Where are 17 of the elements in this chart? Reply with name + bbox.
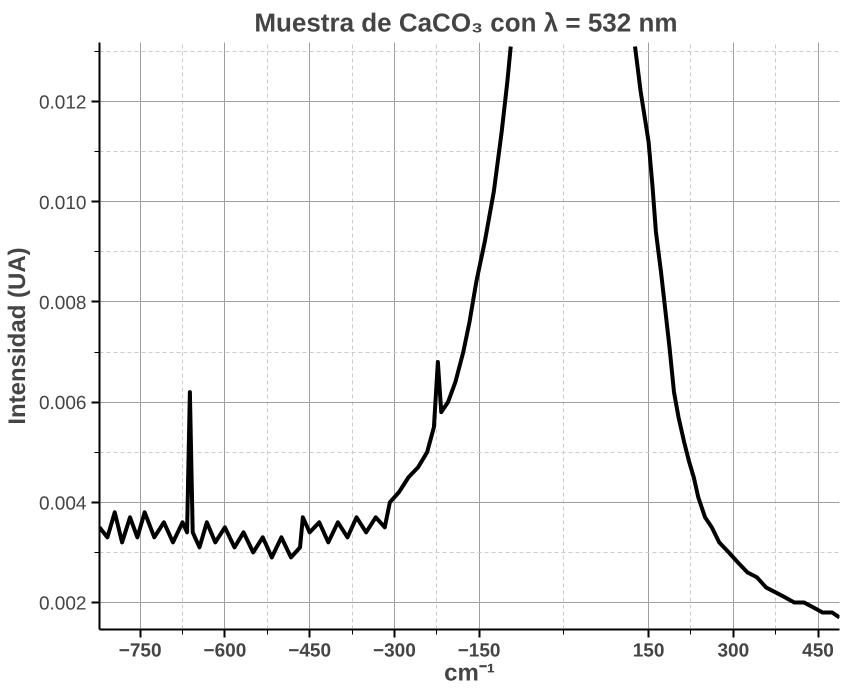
y-tick-label: 0.010 — [38, 192, 86, 214]
x-axis-title: cm⁻¹ — [444, 660, 495, 686]
x-tick-label: −450 — [288, 640, 332, 662]
x-tick-label: 150 — [632, 640, 664, 662]
y-tick-label: 0.008 — [38, 292, 86, 314]
x-tick-label: −300 — [372, 640, 416, 662]
y-tick-label: 0.012 — [38, 92, 86, 114]
x-tick-label: −150 — [458, 640, 500, 662]
chart-title: Muestra de CaCO₃ con λ = 532 nm — [254, 8, 678, 38]
y-axis-title: Intensidad (UA) — [4, 247, 31, 425]
y-tick-label: 0.006 — [38, 393, 86, 414]
x-tick-label: 450 — [802, 640, 834, 662]
y-tick-label: 0.002 — [38, 593, 86, 614]
x-tick-label: 300 — [717, 640, 750, 662]
x-tick-label: −750 — [118, 640, 162, 662]
y-tick-label: 0.004 — [38, 493, 87, 514]
x-tick-label: −600 — [204, 640, 246, 662]
